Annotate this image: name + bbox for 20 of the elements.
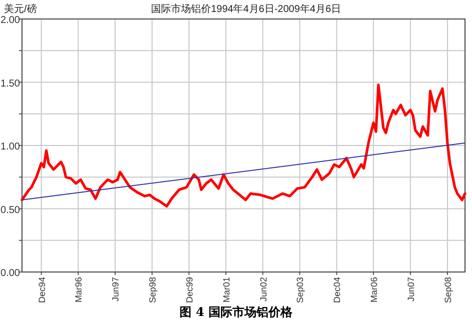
y-tick-label: 0.00 [0, 268, 20, 279]
caption: 图 4 国际市场铝价格 [180, 305, 294, 319]
y-tick-label: 0.50 [0, 204, 20, 216]
x-tick-label: Jun02 [258, 277, 268, 302]
chart-title: 国际市场铝价1994年4月6日-2009年4月6日 [150, 3, 342, 15]
x-tick-label: Mar06 [368, 277, 379, 303]
x-tick-label: Jun97 [110, 277, 121, 302]
x-tick-label: Dec94 [36, 277, 47, 304]
x-tick-label: Sep03 [295, 277, 306, 304]
x-tick-label: Dec04 [332, 277, 342, 304]
x-tick-label: Jun07 [406, 277, 416, 302]
y-tick-label: 2.00 [0, 15, 20, 26]
x-tick-label: Dec99 [184, 277, 194, 304]
y-tick-label: 1.50 [0, 78, 20, 90]
x-tick-label: Mar01 [221, 277, 232, 303]
y-tick-label: 1.00 [0, 142, 20, 152]
x-tick-label: Sep98 [148, 277, 158, 304]
y-axis-title: 美元/磅 [4, 3, 37, 15]
x-tick-label: Sep08 [442, 277, 453, 304]
x-tick-label: Mar96 [74, 277, 84, 303]
